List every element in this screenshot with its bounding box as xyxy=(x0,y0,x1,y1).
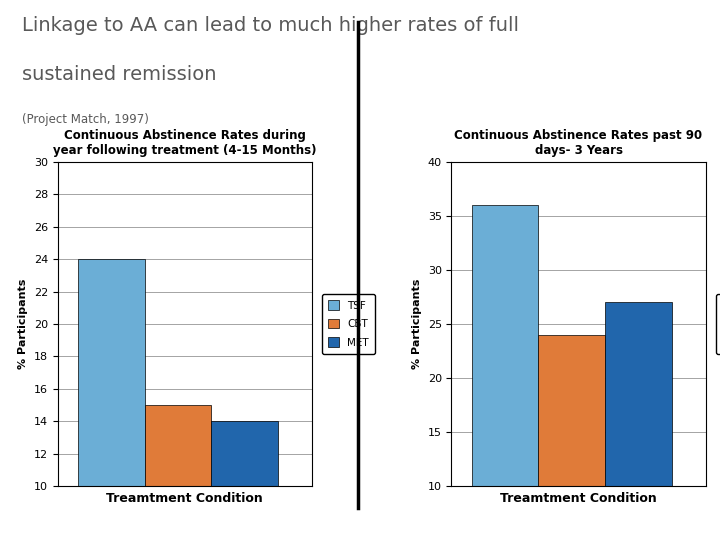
Legend: TSF, CBT, MET: TSF, CBT, MET xyxy=(716,294,720,354)
Text: sustained remission: sustained remission xyxy=(22,65,216,84)
Title: Continuous Abstinence Rates past 90
days- 3 Years: Continuous Abstinence Rates past 90 days… xyxy=(454,129,703,157)
X-axis label: Treamtment Condition: Treamtment Condition xyxy=(500,491,657,504)
Y-axis label: % Participants: % Participants xyxy=(412,279,422,369)
Bar xyxy=(145,405,212,540)
Legend: TSF, CBT, MET: TSF, CBT, MET xyxy=(322,294,375,354)
X-axis label: Treamtment Condition: Treamtment Condition xyxy=(107,491,263,504)
Bar xyxy=(539,335,606,540)
Text: Linkage to AA can lead to much higher rates of full: Linkage to AA can lead to much higher ra… xyxy=(22,16,518,35)
Y-axis label: % Participants: % Participants xyxy=(18,279,28,369)
Text: (Project Match, 1997): (Project Match, 1997) xyxy=(22,113,148,126)
Bar xyxy=(472,205,539,540)
Bar xyxy=(606,302,672,540)
Title: Continuous Abstinence Rates during
year following treatment (4-15 Months): Continuous Abstinence Rates during year … xyxy=(53,129,316,157)
Bar xyxy=(78,259,145,540)
Bar xyxy=(212,421,279,540)
